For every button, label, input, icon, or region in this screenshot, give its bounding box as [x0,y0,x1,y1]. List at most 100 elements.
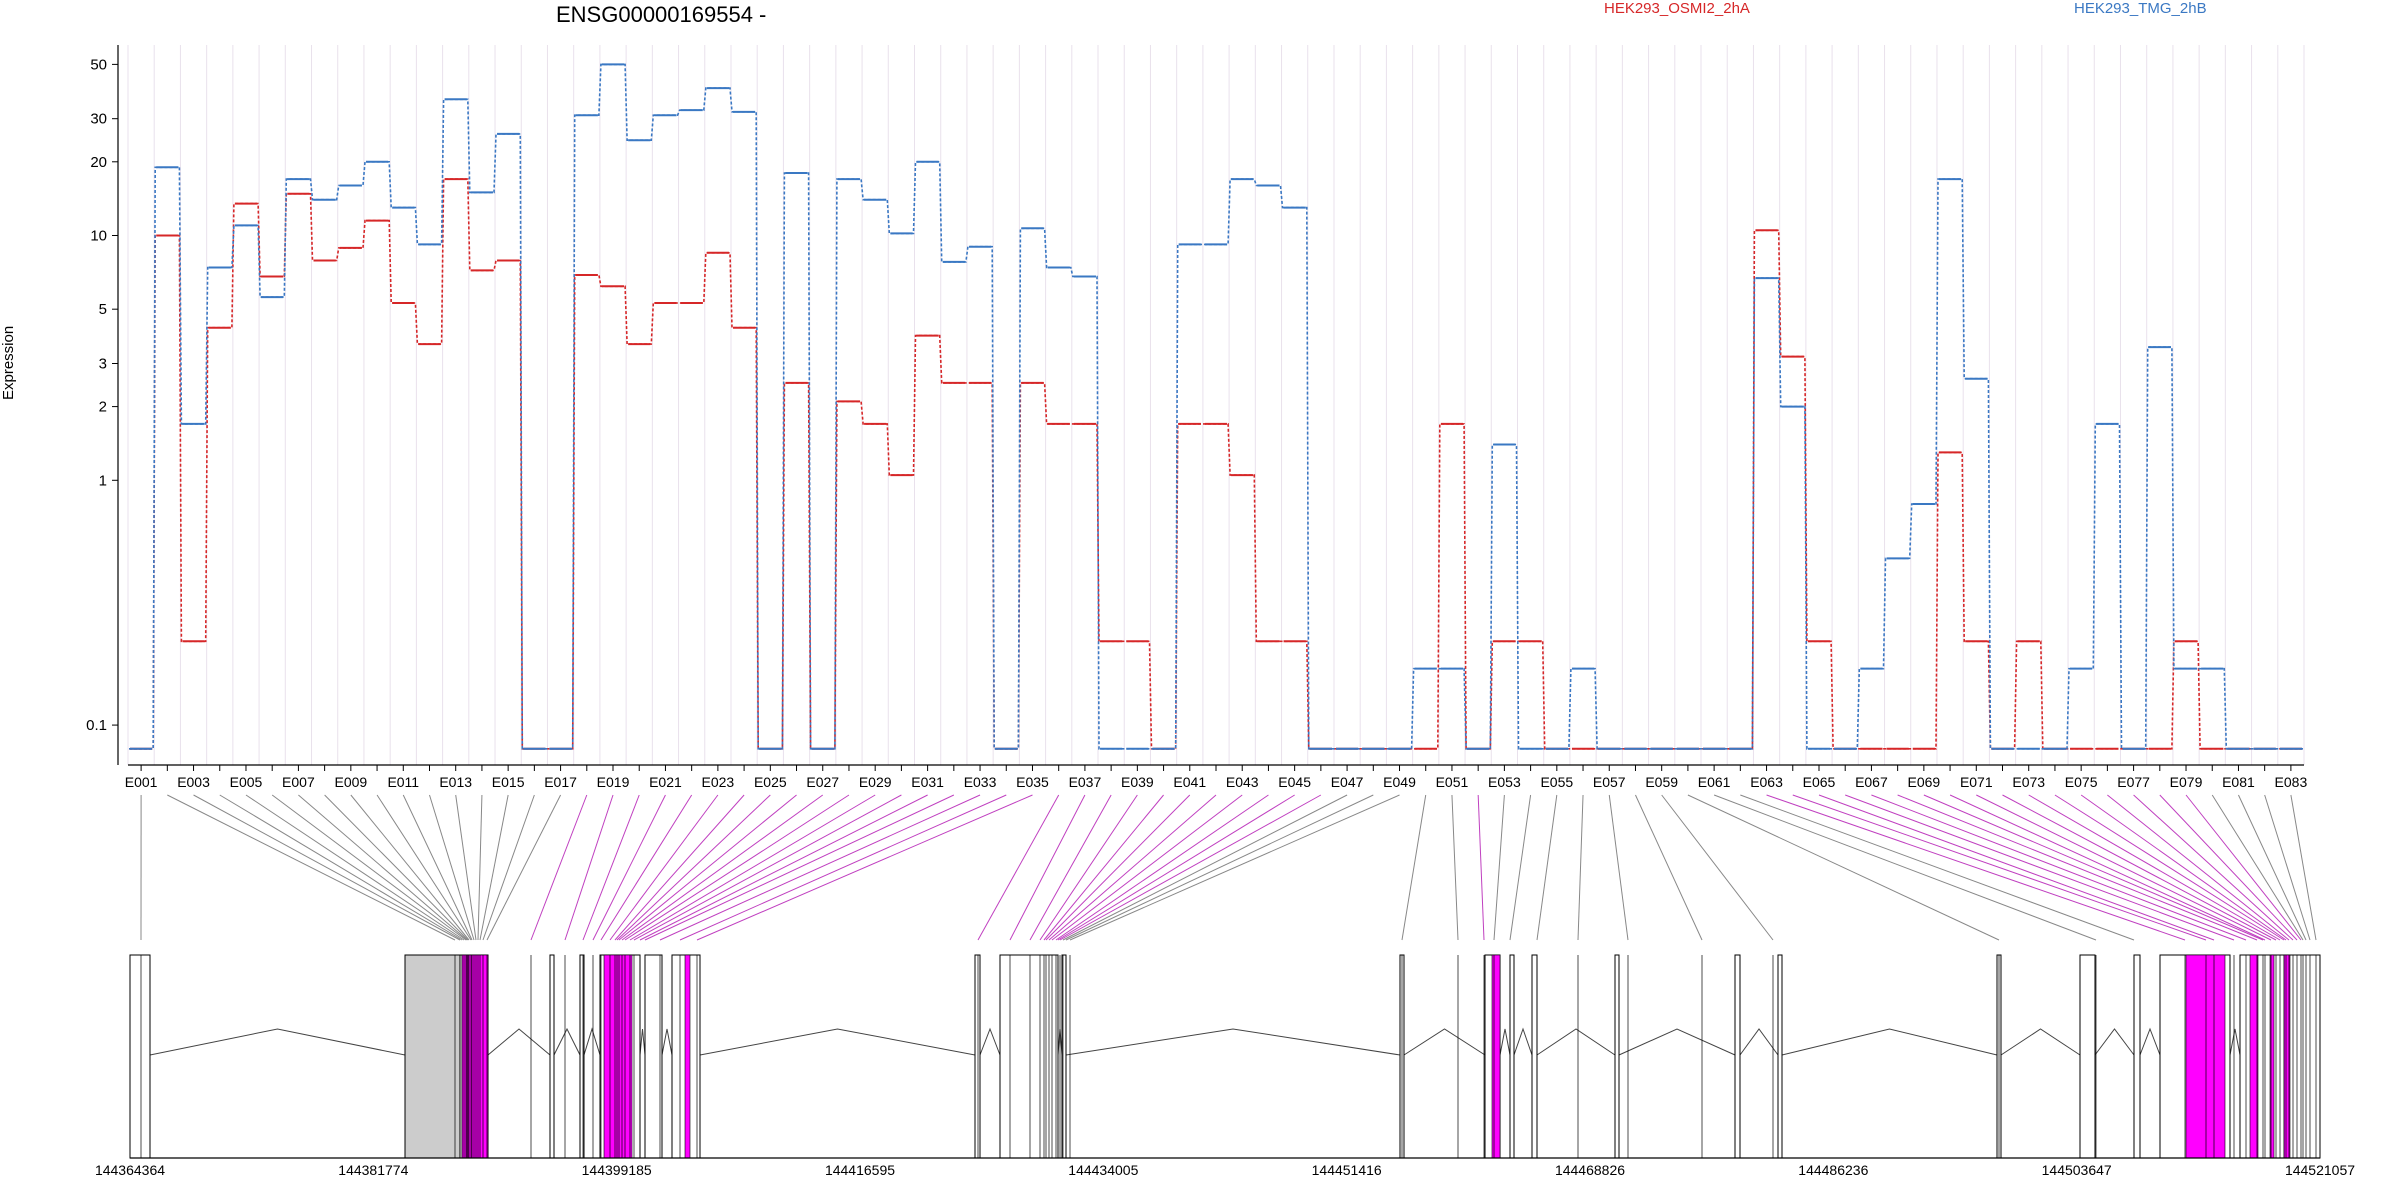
genomic-tick-label: 144451416 [1312,1162,1382,1178]
exon-connector [1687,794,2000,941]
exon-connector [2133,794,2294,941]
intron [639,1028,646,1056]
y-tick-label: 2 [99,399,107,416]
x-tick-label: E007 [282,774,315,790]
series-line-0 [129,178,2303,750]
genomic-tick-label: 144434005 [1068,1162,1138,1178]
exon-connector [2185,794,2302,941]
exon-connector [609,794,719,941]
exon-connector [402,794,473,941]
x-tick-label: E021 [649,774,682,790]
x-tick-label: E009 [334,774,367,790]
x-tick-label: E023 [702,774,735,790]
exon-connector [530,794,588,941]
x-tick-label: E083 [2275,774,2308,790]
exon-connector [1871,794,2247,941]
intron [149,1028,406,1056]
genomic-tick-label: 144521057 [2285,1162,2355,1178]
exon-connector [600,794,693,941]
exon-connector [1065,794,1374,941]
chart-title: ENSG00000169554 - [556,2,767,27]
y-tick-label: 3 [99,355,107,372]
x-tick-label: E063 [1750,774,1783,790]
exon-connector [644,794,955,941]
x-tick-label: E013 [439,774,472,790]
intron [2000,1028,2081,1056]
exon-connector [1029,794,1112,941]
x-tick-label: E065 [1803,774,1836,790]
genomic-tick-label: 144468826 [1555,1162,1625,1178]
exon-connector [245,794,465,941]
intron [2229,1028,2241,1056]
x-tick-label: E051 [1436,774,1469,790]
y-tick-label: 50 [90,56,107,73]
genomic-tick-label: 144486236 [1798,1162,1868,1178]
x-tick-label: E067 [1855,774,1888,790]
exon-box-highlight [1491,954,1501,1159]
exon-connector [614,794,745,941]
exon-connector [659,794,981,941]
x-tick-label: E053 [1488,774,1521,790]
exon-connector [1635,794,1703,941]
exon-connector [1048,794,1217,941]
exon-connector [455,794,477,941]
x-tick-label: E033 [964,774,997,790]
exon-connector [1536,794,1558,941]
x-tick-label: E043 [1226,774,1259,790]
exon-connector [621,794,824,941]
intron [661,1028,673,1056]
intron [1065,1028,1401,1056]
x-tick-label: E041 [1173,774,1206,790]
exon-box [1509,954,1515,1159]
exon-connector [2002,794,2277,941]
exon-connector [1055,794,1269,941]
x-tick-label: E039 [1121,774,1154,790]
intron [1499,1028,1511,1056]
exon-connector [1039,794,1138,941]
x-tick-label: E029 [859,774,892,790]
x-tick-label: E017 [544,774,577,790]
x-tick-label: E025 [754,774,787,790]
exon-connector [639,794,928,941]
x-tick-label: E057 [1593,774,1626,790]
y-tick-label: 0.1 [86,717,107,734]
genomic-tick-label: 144364364 [95,1162,165,1178]
x-tick-label: E003 [177,774,210,790]
exon-connector [1009,794,1086,941]
exon-connector [2290,794,2317,941]
y-tick-label: 10 [90,227,107,244]
exon-connector [1493,794,1505,941]
x-tick-label: E079 [2170,774,2203,790]
genomic-tick-label: 144503647 [2042,1162,2112,1178]
x-tick-label: E049 [1383,774,1416,790]
genomic-tick-label: 144399185 [582,1162,652,1178]
exon-connector [2238,794,2307,941]
exon-connector [1897,794,2258,941]
exon-connector [624,794,850,941]
exon-connector [2264,794,2311,941]
exon-box [2079,954,2096,1159]
exon-connector [1051,794,1243,941]
y-tick-label: 20 [90,154,107,171]
x-tick-label: E061 [1698,774,1731,790]
exon-connector [564,794,614,941]
x-tick-label: E037 [1069,774,1102,790]
exon-connector [616,794,771,941]
legend-tmg: HEK293_TMG_2hB [2074,0,2207,17]
exon-connector [324,794,469,941]
exon-connector [1451,794,1459,941]
x-tick-label: E031 [911,774,944,790]
exon-connector [618,794,797,941]
intron [1739,1028,1779,1056]
exon-box-highlight [2269,954,2275,1159]
exon-connector [592,794,666,941]
genomic-tick-label: 144381774 [338,1162,408,1178]
exon-connector [582,794,640,941]
intron [699,1028,976,1056]
y-tick-label: 30 [90,111,107,128]
exon-connector [479,794,509,941]
intron [1403,1028,1486,1056]
legend-osmi: HEK293_OSMI2_2hA [1604,0,1750,17]
x-tick-label: E055 [1540,774,1573,790]
